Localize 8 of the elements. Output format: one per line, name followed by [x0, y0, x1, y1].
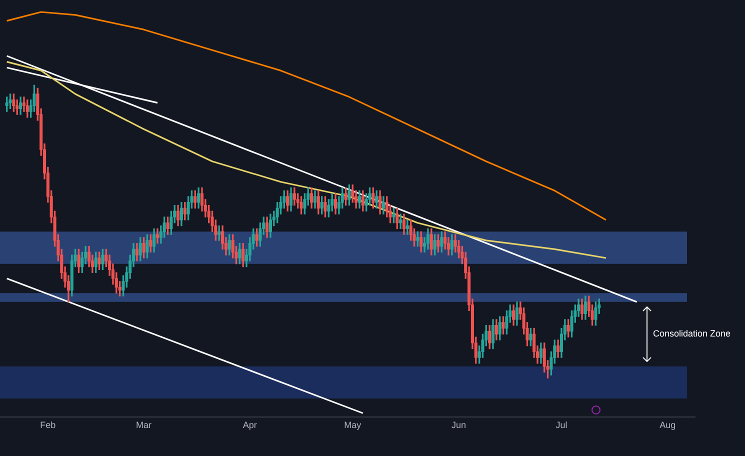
annotation: Consolidation Zone — [653, 328, 731, 339]
x-tick-label: Feb — [40, 420, 56, 430]
x-tick-label: Jun — [452, 420, 466, 430]
x-tick-label: Jul — [556, 420, 568, 430]
x-tick-label: Aug — [660, 420, 676, 430]
x-tick-label: Apr — [242, 420, 257, 430]
x-tick-label: Mar — [136, 420, 152, 430]
x-tick-label: May — [344, 420, 362, 430]
